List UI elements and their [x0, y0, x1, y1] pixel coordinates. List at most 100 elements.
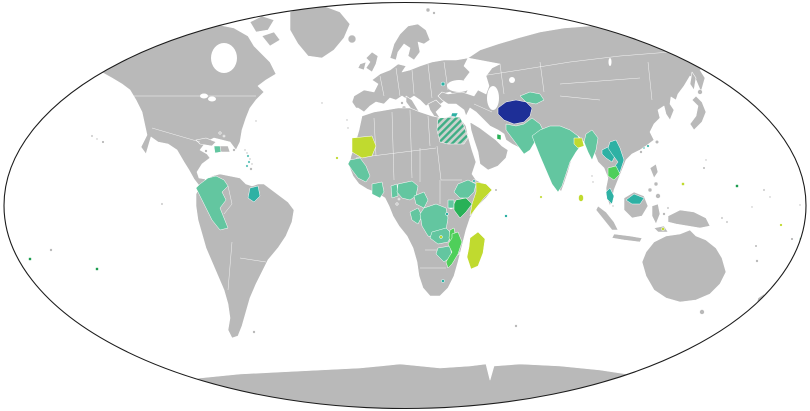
marshall-islands: [762, 188, 766, 192]
border-line: [467, 51, 671, 79]
country-maldives: [539, 195, 543, 199]
country-tajikistan: [519, 91, 545, 105]
continent-asia: [437, 25, 711, 207]
madeira: [345, 118, 349, 122]
bahamas: [222, 134, 226, 138]
colored-regions-layer: [7, 81, 803, 283]
new-zealand: [755, 293, 769, 309]
country-moldova: [440, 81, 446, 87]
fiji: [790, 237, 794, 241]
antarctica: [109, 363, 701, 409]
cuba: [195, 137, 217, 147]
bioko: [397, 197, 401, 201]
country-palau: [681, 182, 685, 186]
border-line: [559, 95, 601, 101]
balkans-greece: [427, 99, 443, 119]
country-st-vincent: [247, 160, 251, 164]
jamaica: [204, 149, 208, 153]
kiribati: [798, 203, 802, 207]
country-madagascar: [466, 231, 486, 270]
country-burundi: [445, 212, 449, 216]
sumatra: [595, 205, 619, 231]
kerguelen: [514, 324, 518, 328]
aral-sea: [509, 77, 515, 83]
iceland: [347, 34, 357, 44]
french-polynesia: [49, 248, 53, 252]
country-uganda: [447, 199, 455, 209]
country-india: [531, 125, 583, 193]
country-cyprus: [450, 112, 459, 118]
border-line: [379, 75, 385, 97]
svalbard: [425, 7, 431, 13]
hokkaido: [697, 89, 703, 95]
border-line: [411, 69, 415, 95]
border-line: [395, 67, 401, 97]
trinidad: [249, 167, 253, 171]
country-comoros: [439, 235, 443, 239]
border-line: [436, 145, 462, 181]
hawaii: [90, 134, 94, 138]
bahamas: [218, 131, 222, 135]
scandinavia: [389, 23, 431, 61]
continent-north-america: [57, 23, 277, 189]
nauru: [750, 205, 754, 209]
country-tuvalu: [779, 223, 783, 227]
hainan: [639, 150, 643, 154]
countries-togo-benin: [390, 183, 399, 199]
baltic-sea: [402, 58, 414, 66]
andaman-islands: [590, 174, 594, 178]
border-line: [239, 257, 267, 263]
corsica: [400, 101, 404, 105]
country-mozambique: [445, 231, 463, 269]
falkland-islands: [252, 330, 256, 334]
border-line: [473, 103, 493, 113]
tasmania: [699, 309, 705, 315]
country-myanmar: [583, 129, 599, 161]
maluku: [666, 206, 670, 210]
sulawesi: [651, 203, 661, 225]
border-line: [499, 63, 505, 95]
country-nigeria: [396, 180, 419, 201]
country-afghanistan: [497, 99, 533, 125]
hudson-bay: [211, 43, 237, 73]
singapore: [611, 204, 615, 208]
lesser-antilles: [245, 151, 249, 155]
bermuda: [254, 119, 258, 123]
mindanao: [655, 193, 661, 199]
country-kenya: [453, 197, 473, 219]
great-lakes: [208, 96, 216, 102]
hawaii: [95, 137, 99, 141]
vanuatu: [754, 244, 758, 248]
border-line: [151, 127, 201, 143]
country-cote-divoire: [371, 181, 385, 199]
country-colombia: [195, 175, 229, 231]
arctic-islands: [261, 31, 281, 47]
country-niue: [28, 257, 32, 261]
border-line: [427, 63, 433, 99]
aleutians: [70, 80, 74, 84]
solomon-islands: [720, 216, 724, 220]
japan: [689, 95, 707, 131]
border-line: [223, 185, 233, 215]
lesser-antilles: [243, 148, 247, 152]
lake-baikal: [608, 58, 612, 66]
andaman-islands: [591, 180, 595, 184]
marshall-islands: [768, 195, 772, 199]
projection-frame: [3, 1, 807, 410]
black-sea: [447, 80, 471, 92]
border-line: [227, 241, 233, 291]
azores: [320, 101, 324, 105]
border-line: [559, 77, 641, 85]
britain: [365, 51, 379, 73]
philippines: [649, 163, 659, 179]
border-line: [539, 61, 545, 93]
galapagos: [160, 202, 164, 206]
northern-marianas: [704, 158, 708, 162]
country-egypt: [436, 116, 469, 145]
svalbard: [432, 11, 436, 15]
solomon-islands: [725, 220, 729, 224]
greenland: [289, 5, 351, 59]
country-sri-lanka: [578, 194, 584, 202]
